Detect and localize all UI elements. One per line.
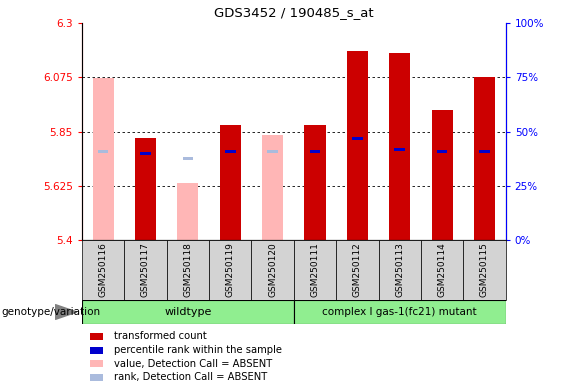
Bar — [98, 150, 108, 153]
Bar — [135, 137, 156, 240]
Bar — [251, 240, 294, 300]
Bar — [389, 53, 410, 240]
Bar — [463, 240, 506, 300]
Text: GSM250120: GSM250120 — [268, 242, 277, 297]
Bar — [182, 157, 193, 160]
Bar — [177, 183, 198, 240]
Text: GSM250119: GSM250119 — [226, 242, 234, 297]
Text: wildtype: wildtype — [164, 307, 211, 317]
Text: complex I gas-1(fc21) mutant: complex I gas-1(fc21) mutant — [323, 307, 477, 317]
Bar — [347, 51, 368, 240]
Bar — [167, 240, 209, 300]
Bar — [90, 346, 103, 354]
Bar — [294, 300, 506, 324]
Bar — [310, 150, 320, 153]
Bar — [267, 150, 278, 153]
Bar — [479, 150, 490, 153]
Bar — [437, 150, 447, 153]
Text: value, Detection Call = ABSENT: value, Detection Call = ABSENT — [114, 359, 272, 369]
Bar — [262, 135, 283, 240]
Text: percentile rank within the sample: percentile rank within the sample — [114, 345, 282, 355]
Text: GSM250114: GSM250114 — [438, 242, 446, 297]
Text: GSM250111: GSM250111 — [311, 242, 319, 297]
Bar — [421, 240, 463, 300]
Bar — [379, 240, 421, 300]
Text: GSM250115: GSM250115 — [480, 242, 489, 297]
Bar — [90, 333, 103, 340]
Text: GSM250117: GSM250117 — [141, 242, 150, 297]
Bar — [225, 150, 236, 153]
Bar — [93, 78, 114, 240]
Text: rank, Detection Call = ABSENT: rank, Detection Call = ABSENT — [114, 372, 267, 382]
Text: GSM250118: GSM250118 — [184, 242, 192, 297]
Bar — [474, 77, 495, 240]
Text: GSM250112: GSM250112 — [353, 242, 362, 297]
Bar — [294, 240, 336, 300]
Bar — [90, 374, 103, 381]
Bar — [220, 126, 241, 240]
Bar — [305, 126, 325, 240]
Text: GSM250113: GSM250113 — [396, 242, 404, 297]
Text: genotype/variation: genotype/variation — [1, 307, 100, 317]
Bar — [82, 240, 124, 300]
Bar — [336, 240, 379, 300]
Text: GSM250116: GSM250116 — [99, 242, 107, 297]
Title: GDS3452 / 190485_s_at: GDS3452 / 190485_s_at — [214, 6, 373, 19]
Bar — [352, 137, 363, 140]
Bar — [432, 110, 453, 240]
Text: transformed count: transformed count — [114, 331, 206, 341]
Bar — [124, 240, 167, 300]
Bar — [140, 152, 151, 156]
Bar — [394, 148, 405, 151]
Bar — [82, 300, 294, 324]
Bar — [209, 240, 251, 300]
Polygon shape — [55, 305, 77, 319]
Bar — [90, 360, 103, 367]
